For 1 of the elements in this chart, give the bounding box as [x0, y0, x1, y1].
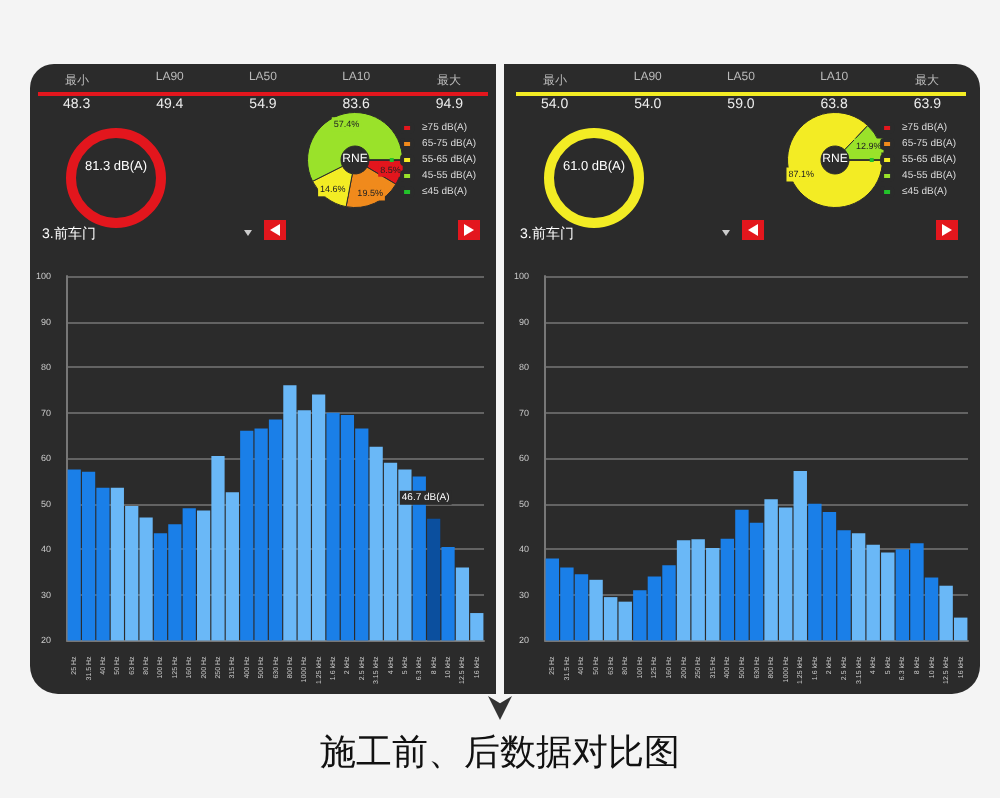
text: 施工前、后数据对比图 [318, 730, 682, 776]
